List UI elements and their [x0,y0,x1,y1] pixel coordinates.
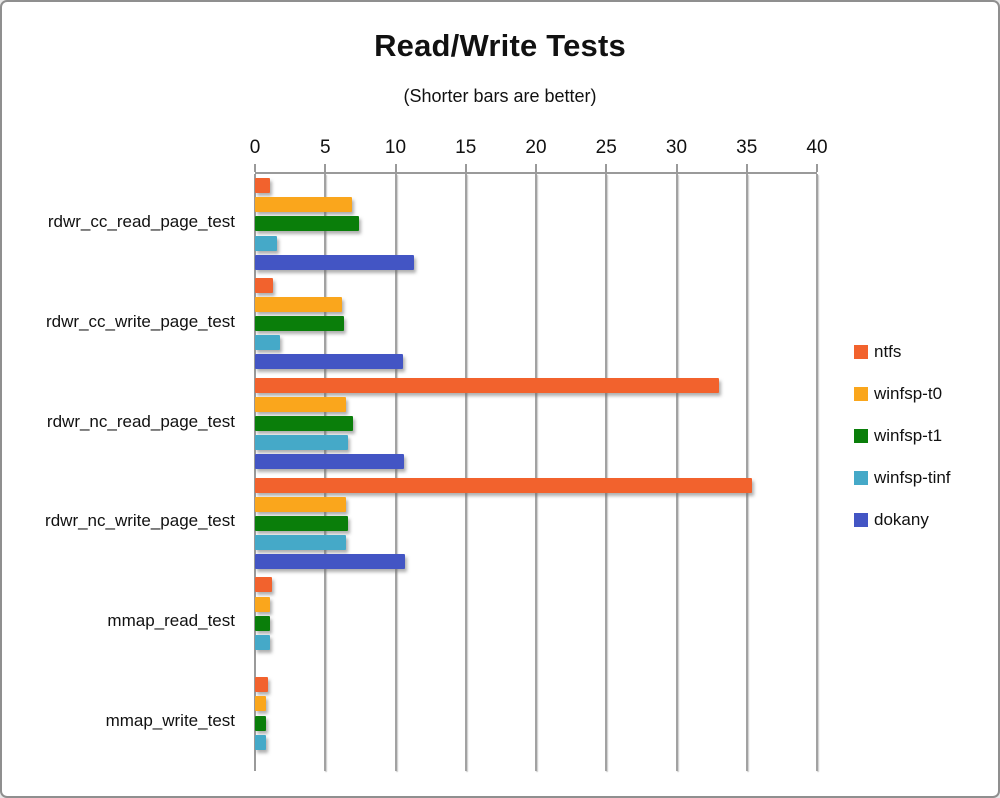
legend-label-dokany: dokany [874,510,929,529]
x-tick-mark-20 [535,164,537,172]
category-label-rdwr_cc_write_page_test: rdwr_cc_write_page_test [46,311,235,331]
bar-winfsp-t1-mmap_write_test [255,715,267,731]
gridline-x-40 [816,174,818,771]
x-tick-label-25: 25 [595,137,617,158]
bar-winfsp-tinf-rdwr_nc_write_page_test [255,535,347,550]
category-label-rdwr_nc_write_page_test: rdwr_nc_write_page_test [45,511,235,531]
legend-label-winfsp-tinf: winfsp-tinf [874,468,951,487]
x-tick-label-10: 10 [384,137,407,158]
category-label-mmap_read_test: mmap_read_test [107,611,235,631]
gridline-x-20 [535,174,537,771]
gridline-x-10 [394,174,397,771]
bar-winfsp-t0-rdwr_cc_read_page_test [255,197,352,213]
bar-ntfs-mmap_read_test [255,577,272,593]
bar-winfsp-t1-mmap_read_test [255,615,271,631]
legend-item-ntfs: ntfs [854,342,951,361]
bar-winfsp-tinf-rdwr_cc_write_page_test [255,335,281,351]
gridline-x-35 [745,174,748,771]
legend-label-winfsp-t1: winfsp-t1 [874,426,943,445]
legend-label-winfsp-t0: winfsp-t0 [874,384,943,403]
x-tick-label-5: 5 [319,137,331,158]
legend-item-winfsp-t0: winfsp-t0 [854,384,951,403]
bar-ntfs-mmap_write_test [255,677,268,693]
x-tick-mark-10 [394,164,397,172]
bar-winfsp-t1-rdwr_nc_write_page_test [255,515,348,531]
bar-winfsp-tinf-rdwr_nc_read_page_test [255,435,348,451]
bar-ntfs-rdwr_cc_write_page_test [255,277,274,293]
x-tick-mark-30 [675,164,678,172]
bar-ntfs-rdwr_cc_read_page_test [255,178,271,194]
bar-group-rdwr_cc_read_page_test [255,174,817,274]
bar-winfsp-t0-rdwr_nc_read_page_test [255,396,347,412]
legend-swatch-winfsp-t0 [854,387,868,401]
category-label-rdwr_cc_read_page_test: rdwr_cc_read_page_test [47,211,235,231]
bar-winfsp-t0-rdwr_nc_write_page_test [255,496,347,512]
x-tick-label-15: 15 [455,137,477,158]
legend-swatch-winfsp-t1 [854,429,868,443]
category-label-mmap_write_test: mmap_write_test [105,711,235,731]
legend-item-winfsp-tinf: winfsp-tinf [854,468,951,487]
bar-winfsp-tinf-mmap_write_test [255,734,267,750]
chart-title: Read/Write Tests [374,28,626,63]
bar-ntfs-rdwr_nc_write_page_test [255,477,753,493]
bar-winfsp-t1-rdwr_cc_read_page_test [255,216,359,232]
gridline-x-30 [675,174,678,771]
x-tick-label-20: 20 [525,137,547,158]
legend: ntfs winfsp-t0 winfsp-t1 winfsp-tinf dokany [854,342,951,553]
gridline-x-5 [324,174,327,771]
legend-swatch-ntfs [854,345,868,359]
bar-group-mmap_write_test [255,673,817,773]
x-tick-label-35: 35 [736,137,758,158]
bar-group-rdwr_nc_write_page_test [255,474,817,574]
bar-dokany-rdwr_cc_write_page_test [255,354,403,370]
legend-item-winfsp-t1: winfsp-t1 [854,426,951,445]
x-tick-label-0: 0 [249,137,261,158]
bar-group-mmap_read_test [255,573,817,673]
bar-winfsp-t1-rdwr_nc_read_page_test [255,416,354,432]
category-label-rdwr_nc_read_page_test: rdwr_nc_read_page_test [46,411,235,431]
bar-winfsp-t0-mmap_read_test [255,596,271,612]
bar-group-rdwr_nc_read_page_test [255,374,817,474]
bar-winfsp-t0-mmap_write_test [255,696,267,712]
bar-winfsp-tinf-mmap_read_test [255,634,271,650]
x-tick-mark-15 [464,164,467,172]
chart-subtitle: (Shorter bars are better) [403,86,597,106]
legend-label-ntfs: ntfs [874,342,902,361]
legend-item-dokany: dokany [854,510,951,529]
bar-group-rdwr_cc_write_page_test [255,274,817,374]
bar-winfsp-t0-rdwr_cc_write_page_test [255,297,343,313]
x-tick-mark-35 [745,164,748,172]
legend-swatch-dokany [854,513,868,527]
x-tick-label-30: 30 [665,137,688,158]
bar-dokany-rdwr_nc_write_page_test [255,554,406,570]
bar-ntfs-rdwr_nc_read_page_test [255,377,719,393]
bar-winfsp-t1-rdwr_cc_write_page_test [255,316,344,332]
bar-winfsp-tinf-rdwr_cc_read_page_test [255,235,278,251]
gridline-x-15 [464,174,467,771]
x-tick-mark-40 [816,164,818,172]
plot-area [254,172,818,773]
bar-dokany-rdwr_cc_read_page_test [255,254,414,270]
y-axis-line [254,174,256,771]
x-tick-mark-5 [324,164,327,172]
x-tick-label-40: 40 [806,137,828,158]
x-tick-mark-25 [605,164,608,172]
gridline-x-25 [605,174,608,771]
bar-dokany-rdwr_nc_read_page_test [255,454,404,470]
x-tick-mark-0 [254,164,256,172]
legend-swatch-winfsp-tinf [854,471,868,485]
